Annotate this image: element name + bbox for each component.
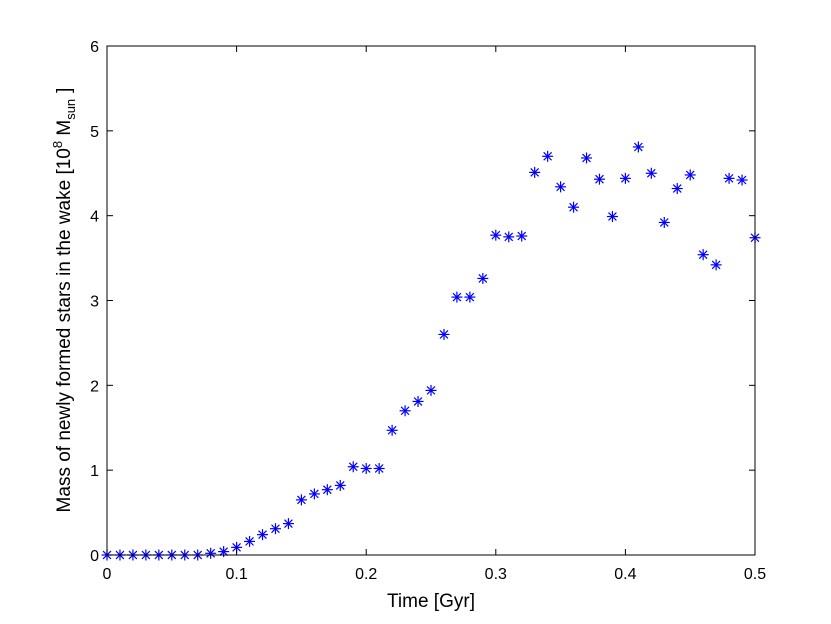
y-axis-label-subscript: sun [63,99,78,120]
data-point [282,518,294,530]
data-point [697,249,709,261]
data-point [529,166,541,178]
x-tick-label: 0.5 [744,566,766,583]
data-point [516,230,528,242]
data-point [542,150,554,162]
data-point [257,529,269,541]
data-point [360,462,372,474]
data-point [464,291,476,303]
data-point [399,405,411,417]
y-axis-label-exponent: 8 [50,141,65,148]
x-tick-label: 0.1 [225,566,247,583]
x-tick-label: 0 [103,566,112,583]
data-point [347,461,359,473]
x-axis-label: Time [Gyr] [387,591,475,612]
y-axis-ticks: 0 1 2 3 4 5 6 [90,39,755,565]
data-point [477,272,489,284]
data-point [723,172,735,184]
x-axis-ticks: 0 0.1 0.2 0.3 0.4 0.5 [103,46,766,583]
y-axis-label: Mass of newly formed stars in the wake [… [50,88,78,513]
data-point [593,173,605,185]
data-point [321,484,333,496]
data-point [373,462,385,474]
y-tick-label: 6 [90,39,99,56]
data-point [684,169,696,181]
data-point [205,547,217,559]
data-point [334,479,346,491]
y-tick-label: 0 [90,548,99,565]
data-point [503,231,515,243]
data-point [295,494,307,506]
data-point [671,183,683,195]
y-axis-label-suffix: ] [54,88,75,93]
data-point [710,259,722,271]
data-point [308,488,320,500]
data-point [386,424,398,436]
x-tick-label: 0.3 [485,566,507,583]
data-point [645,167,657,179]
data-point [632,141,644,153]
data-point [619,172,631,184]
data-point [451,291,463,303]
y-tick-label: 5 [90,124,99,141]
y-tick-label: 1 [90,463,99,480]
data-point [425,384,437,396]
y-tick-label: 3 [90,294,99,311]
data-points [101,141,761,561]
data-point [412,395,424,407]
y-axis-label-unit: M [54,120,75,141]
data-point [658,216,670,228]
data-point [438,328,450,340]
data-point [568,201,580,213]
data-point [736,174,748,186]
y-axis-label-main: Mass of newly formed stars in the wake [… [54,148,75,512]
data-point [269,523,281,535]
y-tick-label: 2 [90,378,99,395]
data-point [581,152,593,164]
x-tick-label: 0.4 [614,566,636,583]
data-point [244,535,256,547]
y-tick-label: 4 [90,209,99,226]
data-point [606,211,618,223]
data-point [555,181,567,193]
data-point [490,229,502,241]
plot-frame [106,45,756,556]
x-tick-label: 0.2 [355,566,377,583]
